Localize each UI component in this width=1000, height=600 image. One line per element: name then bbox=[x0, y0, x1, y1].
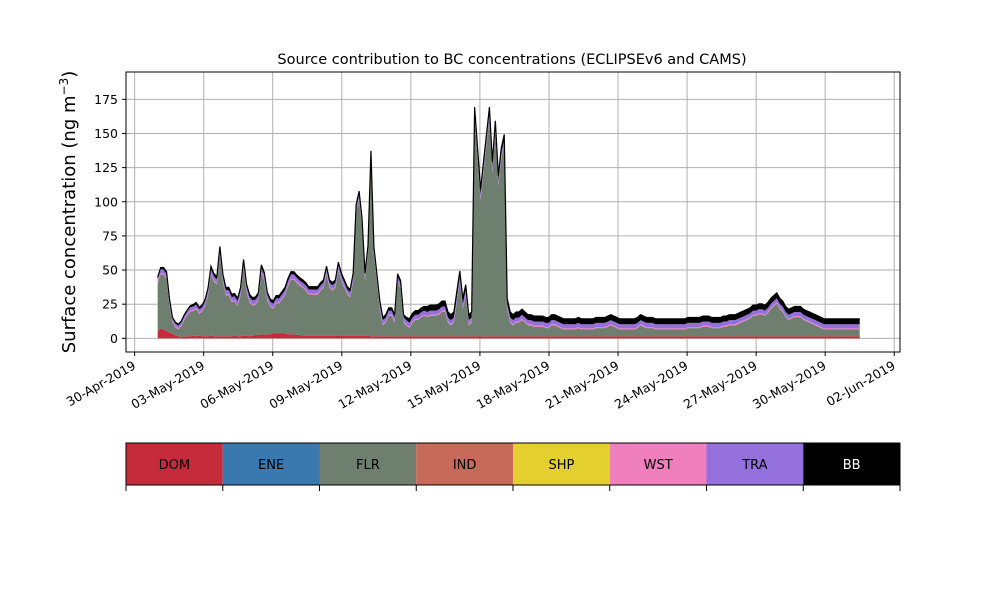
legend-item-ind: IND bbox=[416, 443, 513, 485]
legend-item-wst: WST bbox=[609, 443, 707, 485]
legend-swatch bbox=[609, 443, 707, 485]
legend-label: FLR bbox=[356, 458, 380, 473]
area-dom bbox=[157, 328, 860, 339]
legend-item-tra: TRA bbox=[706, 443, 804, 485]
legend-label: DOM bbox=[159, 458, 190, 473]
legend-item-ene: ENE bbox=[222, 443, 320, 485]
y-tick-label: 25 bbox=[102, 297, 118, 312]
y-tick-label: 150 bbox=[94, 126, 118, 141]
plot-frame bbox=[125, 71, 901, 353]
legend-item-shp: SHP bbox=[513, 443, 610, 485]
legend-label: TRA bbox=[741, 458, 767, 473]
area-flr bbox=[157, 117, 860, 337]
y-tick-label: 75 bbox=[102, 228, 118, 243]
legend-label: ENE bbox=[258, 458, 284, 473]
y-tick-label: 100 bbox=[94, 194, 118, 209]
y-tick-label: 50 bbox=[102, 263, 118, 278]
legend-item-dom: DOM bbox=[126, 443, 223, 485]
legend-label: IND bbox=[453, 458, 477, 473]
legend-swatch bbox=[513, 443, 610, 485]
legend-swatch bbox=[319, 443, 417, 485]
legend-colorbar: DOM ENE FLR IND SHP WST TRA BB bbox=[125, 442, 901, 491]
plot-areas bbox=[157, 107, 860, 339]
chart-title: Source contribution to BC concentrations… bbox=[277, 52, 746, 68]
y-tick-label: 125 bbox=[94, 160, 118, 175]
legend-item-flr: FLR bbox=[319, 443, 417, 485]
legend-swatch bbox=[706, 443, 804, 485]
y-tick-label: 175 bbox=[94, 92, 118, 107]
y-tick-label: 0 bbox=[110, 331, 118, 346]
legend-label: WST bbox=[644, 458, 673, 473]
legend-swatch bbox=[803, 443, 900, 485]
legend-label: BB bbox=[843, 458, 861, 473]
legend-item-bb: BB bbox=[803, 443, 900, 485]
total-line bbox=[157, 107, 860, 326]
legend-swatch bbox=[222, 443, 320, 485]
legend-label: SHP bbox=[548, 458, 574, 473]
legend-swatch bbox=[416, 443, 513, 485]
legend-swatch bbox=[126, 443, 223, 485]
y-axis-label: Surface concentration (ng m−3) bbox=[57, 71, 80, 354]
grid bbox=[126, 72, 900, 352]
